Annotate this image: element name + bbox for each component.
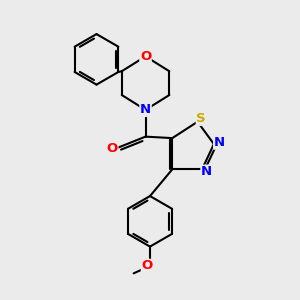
Text: N: N [214, 136, 225, 149]
Text: N: N [140, 103, 151, 116]
Text: O: O [106, 142, 118, 155]
Text: N: N [201, 165, 212, 178]
Text: O: O [141, 260, 153, 272]
Text: S: S [196, 112, 206, 125]
Text: O: O [140, 50, 151, 63]
